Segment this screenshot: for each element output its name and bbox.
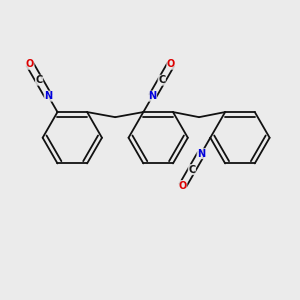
- Text: C: C: [188, 165, 196, 175]
- Text: N: N: [197, 149, 205, 159]
- Text: C: C: [158, 75, 165, 85]
- Text: C: C: [35, 75, 43, 85]
- Text: N: N: [148, 91, 157, 101]
- Text: O: O: [178, 181, 187, 190]
- Text: N: N: [44, 91, 52, 101]
- Text: O: O: [167, 59, 175, 69]
- Text: O: O: [26, 59, 34, 69]
